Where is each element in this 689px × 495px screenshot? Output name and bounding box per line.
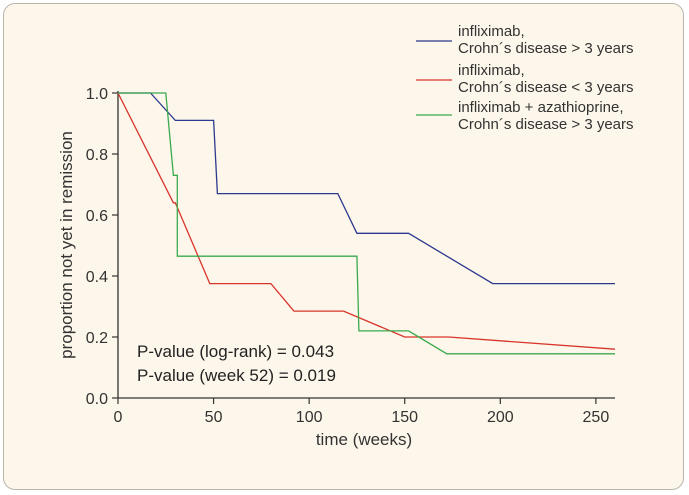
legend-label-infliximab-gt3-line2: Crohn´s disease > 3 years <box>458 40 634 57</box>
y-tick-label: 0.0 <box>86 391 108 408</box>
legend-label-infliximab-azathioprine-line1: infliximab + azathioprine, <box>458 99 624 116</box>
legend-label-infliximab-azathioprine-line2: Crohn´s disease > 3 years <box>458 116 634 133</box>
legend: infliximab, Crohn´s disease > 3 years in… <box>416 23 634 133</box>
chart-frame <box>3 3 684 490</box>
series-line-2 <box>118 92 615 355</box>
series-line-0 <box>118 92 615 285</box>
x-tick-label: 100 <box>296 409 323 426</box>
x-axis-label: time (weeks) <box>316 430 412 449</box>
legend-label-infliximab-gt3-line1: infliximab, <box>458 23 525 40</box>
legend-label-infliximab-lt3-line1: infliximab, <box>458 62 525 79</box>
annotation-pvalue-week52: P-value (week 52) = 0.019 <box>137 366 336 385</box>
x-tick-label: 50 <box>205 409 223 426</box>
x-tick-label: 0 <box>114 409 123 426</box>
legend-label-infliximab-lt3-line2: Crohn´s disease < 3 years <box>458 79 634 96</box>
x-tick-label: 250 <box>583 409 610 426</box>
y-tick-label: 0.8 <box>86 147 108 164</box>
series-lines <box>117 92 616 355</box>
y-tick-label: 0.4 <box>86 269 108 286</box>
x-tick-label: 200 <box>487 409 514 426</box>
y-tick-label: 0.6 <box>86 208 108 225</box>
y-axis-label: proportion not yet in remission <box>57 131 76 359</box>
y-tick-label: 0.2 <box>86 330 108 347</box>
x-tick-label: 150 <box>391 409 418 426</box>
y-tick-label: 1.0 <box>86 86 108 103</box>
annotation-pvalue-logrank: P-value (log-rank) = 0.043 <box>137 342 334 361</box>
axes: 0.0 0.2 0.4 0.6 0.8 1.0 0 50 100 150 200 250 <box>86 86 615 426</box>
series-line-1 <box>117 92 616 350</box>
